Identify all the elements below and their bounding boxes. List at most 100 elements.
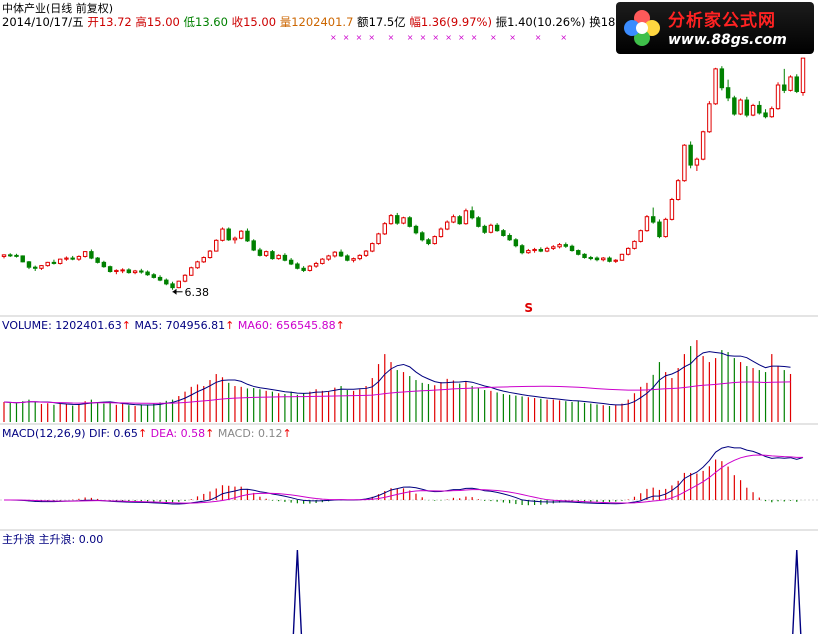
candle-body: [257, 249, 263, 256]
candle-body: [557, 244, 562, 248]
candle-body: [732, 97, 737, 115]
signal-x-mark: ×: [388, 33, 395, 42]
signal-x-mark: ×: [343, 33, 350, 42]
candle-body: [444, 221, 450, 230]
quote-item-5: 低: [179, 15, 196, 29]
candle-body: [476, 217, 481, 227]
candle-body: [519, 245, 525, 254]
logo-title: 分析家公式网: [668, 11, 776, 31]
quote-item-1: 开: [83, 15, 99, 29]
low-price-label: 6.38: [184, 285, 210, 299]
candle-body: [226, 228, 231, 241]
macd-legend-item-3: DEA: 0.58: [147, 427, 206, 440]
signal-x-mark: ×: [445, 33, 452, 42]
candle-body: [326, 255, 331, 260]
candle-body: [700, 131, 706, 160]
candle-body: [582, 253, 587, 259]
candle-body: [788, 76, 793, 91]
candle-body: [626, 247, 631, 255]
candle-body: [114, 269, 119, 273]
signal-x-mark: ×: [471, 33, 478, 42]
volume-legend-item-1: ↑: [121, 319, 131, 332]
candle-body: [232, 237, 238, 241]
candle-body: [563, 244, 569, 247]
candle-body: [313, 262, 319, 267]
volume-legend-item-0: VOLUME: 1202401.63: [2, 319, 122, 332]
candle-body: [738, 99, 743, 115]
candle-body: [438, 228, 444, 238]
candle-body: [744, 99, 750, 116]
candle-body: [151, 274, 157, 278]
candle-body: [220, 228, 225, 241]
candle-body: [594, 257, 600, 261]
candle-body: [682, 144, 687, 182]
signal-x-mark: ×: [535, 33, 542, 42]
volume-ma5-line: [3, 351, 791, 406]
quote-item-11: 额: [353, 15, 369, 29]
quote-item-12: 17.5亿: [368, 15, 406, 29]
candle-body: [338, 251, 344, 257]
candle-body: [494, 224, 500, 232]
candle-body: [775, 84, 781, 110]
macd-legend-item-1: DIF: 0.65: [85, 427, 138, 440]
volume-legend: VOLUME: 1202401.63↑ MA5: 704956.81↑ MA60…: [2, 319, 345, 332]
candle-body: [757, 104, 762, 114]
candle-body: [451, 216, 456, 223]
quote-item-15: 振: [491, 15, 508, 29]
signal-x-mark: ×: [560, 33, 567, 42]
candle-body: [245, 230, 250, 242]
candle-body: [107, 266, 113, 273]
candle-body: [607, 257, 612, 262]
signal-x-mark: ×: [432, 33, 439, 42]
candle-body: [282, 254, 288, 261]
candle-body: [551, 246, 556, 249]
signal-x-mark: ×: [490, 33, 497, 42]
candle-body: [588, 257, 593, 260]
candle-body: [644, 216, 650, 232]
signal-x-mark: ×: [420, 33, 427, 42]
candle-body: [139, 270, 144, 273]
candle-body: [307, 265, 313, 271]
candle-body: [238, 230, 244, 239]
macd-legend-item-0: MACD(12,26,9): [2, 427, 86, 440]
candle-body: [95, 257, 100, 263]
candle-body: [800, 57, 806, 94]
candle-body: [51, 261, 57, 264]
candle-body: [251, 240, 256, 251]
site-logo[interactable]: 分析家公式网 www.88gs.com: [616, 2, 814, 54]
candle-body: [132, 270, 138, 274]
candle-body: [719, 68, 725, 89]
candle-body: [39, 265, 44, 269]
macd-legend-item-4: ↑: [205, 427, 215, 440]
macd-dea-line: [3, 454, 804, 504]
candle-body: [569, 245, 575, 252]
signal-x-mark: ×: [407, 33, 414, 42]
candle-body: [469, 210, 475, 219]
candle-body: [713, 68, 718, 105]
low-marker-arrow: [172, 288, 177, 295]
signal-x-mark: ×: [368, 33, 375, 42]
candle-body: [669, 198, 675, 220]
candle-body: [70, 257, 75, 260]
quote-item-2: 13.72: [98, 15, 132, 29]
s-signal-marker: S: [524, 301, 533, 315]
signal-x-mark: ×: [458, 33, 465, 42]
quote-item-8: 15.00: [243, 15, 277, 29]
flower-logo-icon: [624, 10, 660, 46]
candle-body: [707, 103, 712, 133]
candle-body: [513, 239, 519, 247]
quote-item-16: 1.40(10.26%): [507, 15, 586, 29]
candle-body: [457, 216, 462, 225]
candle-body: [482, 225, 487, 233]
candle-body: [89, 251, 94, 259]
signal-x-mark: ×: [509, 33, 516, 42]
candle-body: [769, 108, 775, 118]
candle-body: [507, 235, 512, 241]
candle-body: [613, 259, 618, 262]
quote-item-0: 2014/10/17/五: [2, 15, 84, 29]
candle-body: [201, 257, 206, 263]
candle-body: [407, 217, 412, 227]
quote-item-7: 收: [227, 15, 244, 29]
wave-spike-1: [792, 549, 802, 634]
